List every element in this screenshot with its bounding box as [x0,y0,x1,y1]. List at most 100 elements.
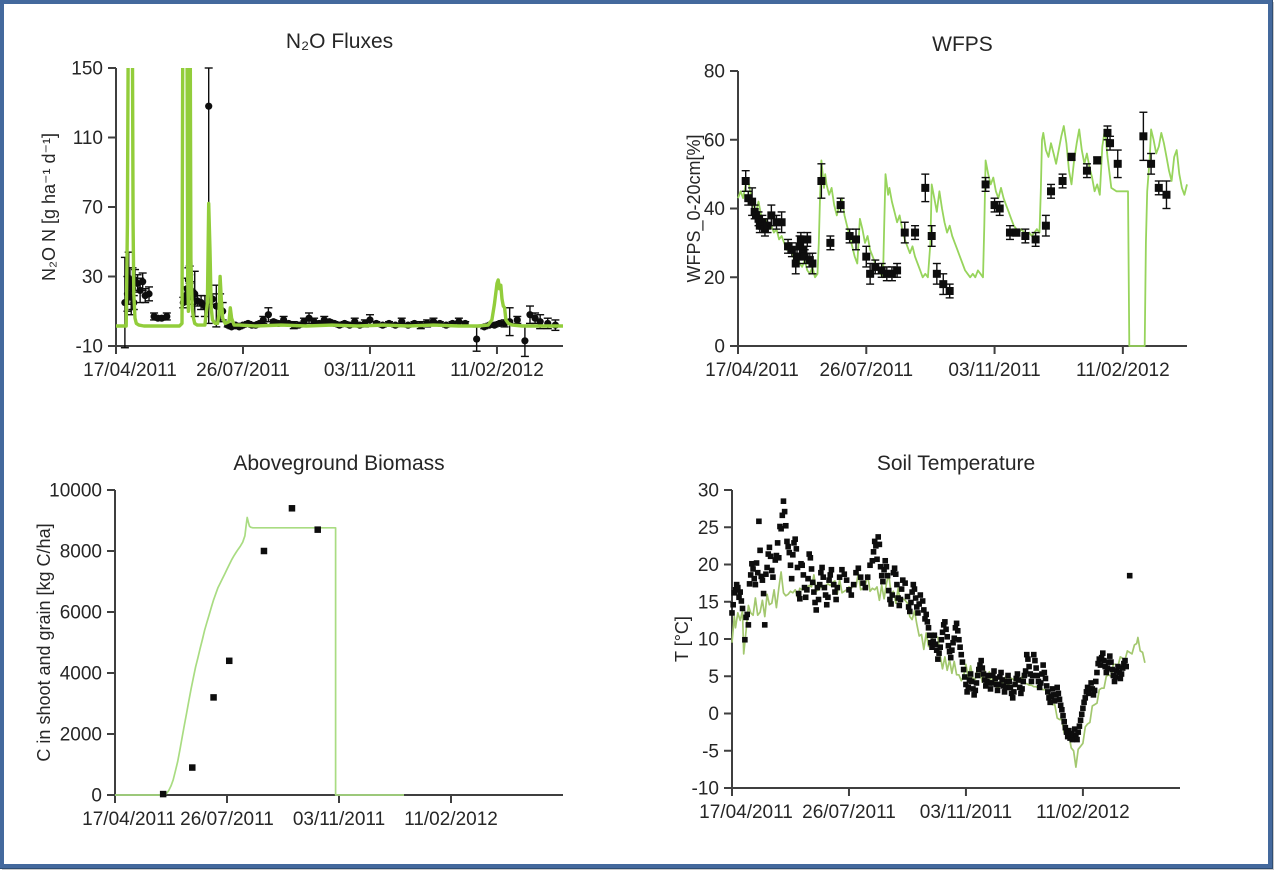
y-tick-label: 8000 [60,542,102,563]
observation-point [925,625,932,631]
observation-point [139,278,147,286]
observation-point [1047,187,1056,196]
observation-point [976,666,982,673]
chart-aboveground-biomass: 0 2000 4000 6000 8000 10000 17/04/2011 26/07/20… [34,452,563,830]
x-tick-label: 17/04/2011 [83,360,177,381]
observation-point [761,622,768,628]
observation-point [305,314,313,322]
observation-point [979,665,986,671]
observation-point [1078,711,1085,718]
observation-point [823,601,830,608]
x-tick-label: 11/02/2012 [1036,802,1130,823]
observation-point [839,566,845,573]
observation-point [1055,690,1062,697]
observation-point [1002,684,1009,691]
observation-point [938,636,945,643]
observation-point [990,672,996,679]
observation-point [784,538,790,545]
observation-point [1108,659,1114,665]
observation-point [1093,156,1102,165]
observation-point [455,318,463,326]
observation-point [739,605,746,612]
observation-point [995,204,1004,213]
observation-point [916,601,922,607]
observation-point [936,650,942,656]
observation-point [1092,678,1099,685]
observation-point [973,680,980,686]
observation-point [1091,687,1098,694]
observation-point [981,180,990,189]
observation-point [752,581,759,588]
model-line [116,68,563,328]
observation-point [779,512,786,519]
observation-point [988,680,995,686]
observation-point [943,626,949,633]
observation-point [1107,653,1113,659]
observation-point [883,563,890,570]
observation-point [473,335,481,343]
y-tick-label: 25 [698,518,719,539]
observation-point [817,177,826,185]
observation-point [953,620,960,627]
observation-point [853,569,859,576]
observation-point [780,498,787,504]
observation-point [733,581,740,588]
y-tick-label: 0 [708,704,719,725]
x-tick-label: 03/11/2011 [293,809,385,830]
observation-point [743,614,749,621]
observation-point [1112,674,1119,680]
observation-point [846,587,852,593]
observation-point [1118,671,1125,677]
observation-point [947,654,954,661]
y-tick-label: 150 [71,59,103,80]
observation-point [1059,706,1065,713]
observation-point [815,596,822,603]
observation-point [960,666,967,673]
observation-point [909,589,915,595]
observation-point [745,622,752,628]
observation-point [760,590,767,597]
observation-point [991,668,997,674]
observation-point [924,619,931,625]
observation-point [1049,686,1056,692]
observation-point [885,587,892,594]
observation-point [1012,681,1018,688]
chart-title: Aboveground Biomass [233,452,444,475]
observation-point [914,604,920,610]
observation-point [862,584,869,591]
observation-point [750,566,756,572]
observation-point [809,579,816,586]
observation-point [495,319,504,328]
observation-point [899,577,906,583]
x-tick-label: 26/07/2011 [802,802,896,823]
observation-point [922,616,928,622]
observation-point [940,622,947,628]
observation-point [787,562,794,569]
observation-point [1038,680,1044,686]
observation-point [971,692,977,698]
observation-point [521,337,529,345]
observation-point [939,280,948,289]
observation-point [145,290,153,298]
observation-point [767,553,774,560]
observation-point [1097,662,1104,668]
observation-point [1062,724,1069,731]
observation-point [1057,702,1064,709]
observation-point [772,218,781,227]
observation-point [1041,669,1048,676]
observation-point [1126,572,1133,579]
observation-point [904,593,911,600]
observation-point [1122,657,1128,664]
observation-point [875,534,882,540]
observation-point [881,566,887,573]
observation-point [874,556,880,563]
observation-point [1069,736,1076,743]
observation-point [992,675,998,682]
observation-point [877,563,884,570]
observation-point [983,683,989,689]
observation-point [749,560,755,567]
observation-point [746,581,753,587]
observation-point [1081,699,1087,706]
observation-point [897,596,904,603]
observation-point [536,318,544,326]
